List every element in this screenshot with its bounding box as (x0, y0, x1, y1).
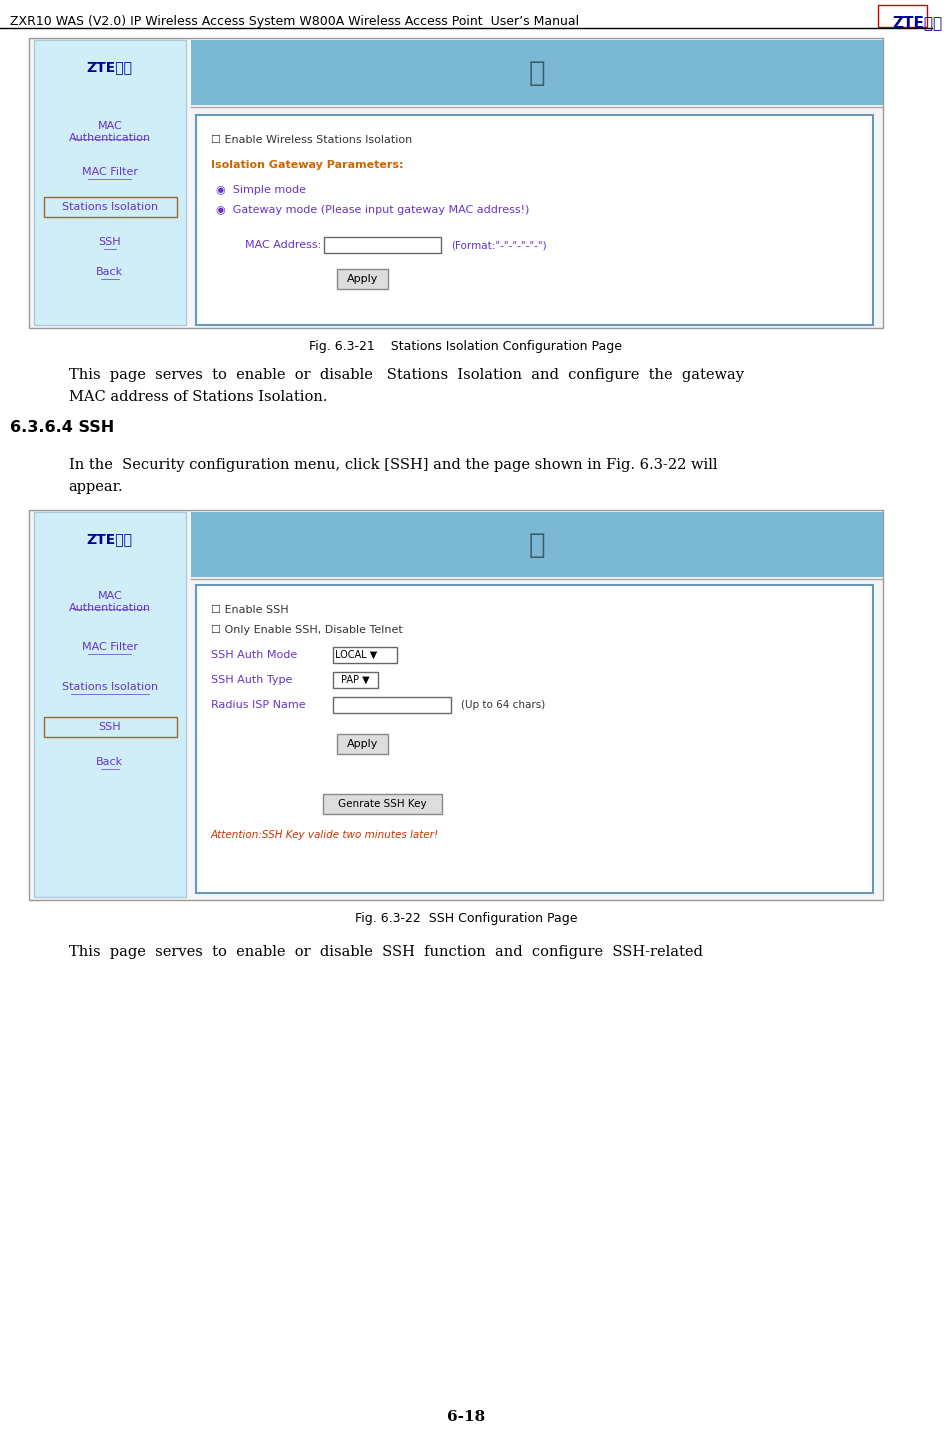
FancyBboxPatch shape (334, 647, 398, 663)
FancyBboxPatch shape (34, 512, 186, 897)
Text: ◉  Gateway mode (Please input gateway MAC address!): ◉ Gateway mode (Please input gateway MAC… (216, 206, 529, 216)
Text: Stations Isolation: Stations Isolation (62, 201, 158, 211)
FancyBboxPatch shape (191, 512, 883, 577)
Text: Stations Isolation: Stations Isolation (62, 682, 158, 692)
Text: Apply: Apply (347, 739, 378, 749)
Text: Attention:SSH Key valide two minutes later!: Attention:SSH Key valide two minutes lat… (211, 830, 439, 840)
Text: ZTE中兴: ZTE中兴 (87, 532, 133, 546)
Text: ☐ Enable SSH: ☐ Enable SSH (211, 605, 288, 615)
Text: appear.: appear. (68, 480, 124, 495)
FancyBboxPatch shape (338, 269, 388, 289)
FancyBboxPatch shape (29, 37, 883, 328)
Text: MAC
Authentication: MAC Authentication (68, 591, 151, 613)
Text: This  page  serves  to  enable  or  disable   Stations  Isolation  and  configur: This page serves to enable or disable St… (68, 368, 744, 383)
FancyBboxPatch shape (322, 794, 442, 814)
Text: MAC Filter: MAC Filter (82, 167, 138, 177)
Text: SSH: SSH (99, 722, 121, 732)
Text: 6-18: 6-18 (447, 1411, 485, 1424)
FancyBboxPatch shape (29, 510, 883, 900)
Text: Apply: Apply (347, 275, 378, 283)
Text: (Up to 64 chars): (Up to 64 chars) (461, 700, 545, 710)
FancyBboxPatch shape (34, 40, 186, 325)
FancyBboxPatch shape (44, 197, 177, 217)
Text: MAC Address:: MAC Address: (245, 240, 321, 250)
Text: 6.3.6.4 SSH: 6.3.6.4 SSH (10, 420, 114, 436)
Text: Back: Back (96, 756, 124, 766)
FancyBboxPatch shape (196, 585, 873, 893)
Text: 🏢: 🏢 (528, 531, 545, 559)
Text: This  page  serves  to  enable  or  disable  SSH  function  and  configure  SSH-: This page serves to enable or disable SS… (68, 945, 703, 959)
Text: In the  Security configuration menu, click [SSH] and the page shown in Fig. 6.3-: In the Security configuration menu, clic… (68, 457, 717, 472)
Text: Genrate SSH Key: Genrate SSH Key (339, 800, 427, 810)
Text: ◉  Simple mode: ◉ Simple mode (216, 186, 306, 196)
Text: MAC Filter: MAC Filter (82, 641, 138, 651)
Text: ☐ Only Enable SSH, Disable Telnet: ☐ Only Enable SSH, Disable Telnet (211, 626, 402, 636)
Text: ZXR10 WAS (V2.0) IP Wireless Access System W800A Wireless Access Point  User’s M: ZXR10 WAS (V2.0) IP Wireless Access Syst… (10, 14, 579, 27)
FancyBboxPatch shape (334, 672, 378, 687)
Text: Fig. 6.3-22  SSH Configuration Page: Fig. 6.3-22 SSH Configuration Page (355, 912, 577, 925)
Text: MAC
Authentication: MAC Authentication (68, 121, 151, 142)
Text: PAP ▼: PAP ▼ (340, 674, 369, 684)
Text: Radius ISP Name: Radius ISP Name (211, 700, 305, 710)
Text: LOCAL ▼: LOCAL ▼ (335, 650, 378, 660)
FancyBboxPatch shape (191, 40, 883, 105)
Text: Isolation Gateway Parameters:: Isolation Gateway Parameters: (211, 160, 403, 170)
Text: Fig. 6.3-21    Stations Isolation Configuration Page: Fig. 6.3-21 Stations Isolation Configura… (309, 339, 622, 352)
FancyBboxPatch shape (196, 115, 873, 325)
Text: ZTE中兴: ZTE中兴 (892, 14, 942, 30)
FancyBboxPatch shape (334, 697, 451, 713)
Text: SSH Auth Mode: SSH Auth Mode (211, 650, 297, 660)
Text: SSH Auth Type: SSH Auth Type (211, 674, 292, 684)
Text: Back: Back (96, 267, 124, 278)
Text: SSH: SSH (99, 237, 121, 247)
FancyBboxPatch shape (338, 733, 388, 754)
Text: 🏢: 🏢 (528, 59, 545, 88)
Text: ☐ Enable Wireless Stations Isolation: ☐ Enable Wireless Stations Isolation (211, 135, 412, 145)
Text: (Format:"-"-"-"-"-"): (Format:"-"-"-"-"-") (451, 240, 547, 250)
Text: ZTE中兴: ZTE中兴 (87, 60, 133, 73)
FancyBboxPatch shape (44, 718, 177, 738)
Text: MAC address of Stations Isolation.: MAC address of Stations Isolation. (68, 390, 327, 404)
FancyBboxPatch shape (323, 237, 441, 253)
